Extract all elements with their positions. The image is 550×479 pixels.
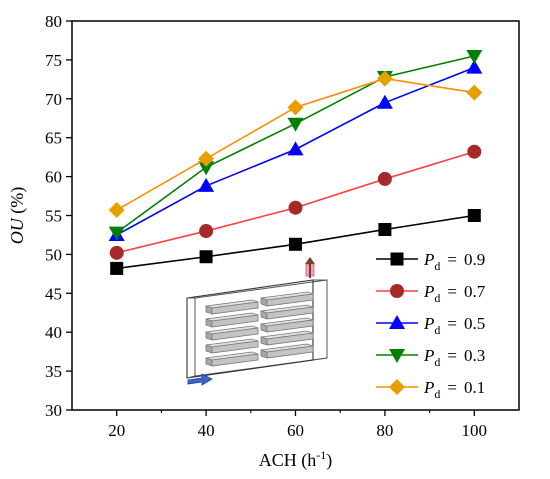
inlet-arrow [187,373,213,386]
x-axis: 20 40 60 80 100 [108,410,487,440]
shelf [260,317,314,333]
series-layer [108,50,483,275]
room-edge [312,357,328,361]
data-point-triangle-up [376,94,393,109]
y-tick-label: 65 [45,129,62,148]
data-point-square [110,261,124,275]
series-pd-0-5 [108,59,483,241]
legend-marker-diamond [389,379,405,395]
data-point-triangle-up [287,141,304,156]
legend-marker-circle [390,284,404,298]
x-tick-label: 100 [462,421,488,440]
data-point-diamond [466,84,483,101]
legend: Pd = 0.9 Pd = 0.7 Pd = 0.5 Pd = 0.3 Pd = 0.1 [376,250,486,401]
y-tick-label: 55 [45,207,62,226]
shelf [205,312,259,328]
x-tick-label: 20 [108,421,125,440]
outlet-arrow-head [305,257,315,264]
x-axis-title: ACH (h-1) [259,448,333,471]
legend-label: Pd = 0.9 [423,250,485,273]
data-point-diamond [376,70,393,87]
y-tick-label: 40 [45,323,62,342]
data-point-diamond [198,150,215,167]
data-point-circle [377,171,392,186]
shelf [205,351,259,367]
data-point-diamond [287,99,304,116]
legend-entry: Pd = 0.5 [376,314,485,337]
y-tick-label: 80 [45,12,62,31]
y-tick-label: 35 [45,362,62,381]
y-axis-title: OU (%) [7,187,28,244]
x-tick-label: 60 [287,421,304,440]
data-point-square [199,250,213,264]
series-pd-0-9 [110,209,481,275]
data-point-triangle-up [466,59,483,74]
data-point-circle [288,200,303,215]
data-point-triangle-down [466,50,483,65]
y-axis: 30 35 40 45 50 55 60 65 70 75 80 [45,12,72,420]
legend-label: Pd = 0.1 [423,378,485,401]
data-point-triangle-down [108,226,125,241]
shelf [205,338,259,354]
shelf [260,291,314,307]
shelf [205,325,259,341]
data-point-circle [467,144,482,159]
x-tick-label: 80 [376,421,393,440]
legend-entry: Pd = 0.7 [376,282,486,305]
y-tick-label: 50 [45,245,62,264]
legend-label: Pd = 0.3 [423,346,485,369]
room-schematic-inset [186,257,328,386]
legend-entry: Pd = 0.3 [376,346,485,369]
shelf [260,304,314,320]
legend-marker-triangle-up [389,315,405,329]
data-point-circle [199,224,214,239]
series-pd-0-3 [108,50,483,241]
y-tick-label: 75 [45,51,62,70]
room-edge [186,375,196,379]
legend-label: Pd = 0.5 [423,314,485,337]
shelf [205,299,259,315]
data-point-square [378,223,392,237]
legend-marker-triangle-down [389,349,405,363]
data-point-triangle-up [198,177,215,192]
y-tick-label: 30 [45,401,62,420]
legend-marker-square [390,252,404,266]
data-point-square [289,237,302,251]
shelf [260,343,314,359]
legend-entry: Pd = 0.1 [376,378,485,401]
data-point-triangle-down [287,117,304,132]
series-pd-0-1 [108,70,483,219]
legend-entry: Pd = 0.9 [376,250,485,273]
legend-label: Pd = 0.7 [423,282,486,305]
y-tick-label: 70 [45,90,62,109]
data-point-diamond [108,202,125,219]
y-tick-label: 60 [45,168,62,187]
y-tick-label: 45 [45,284,62,303]
data-point-circle [109,245,124,260]
data-point-triangle-down [198,161,215,176]
shelf [260,330,314,346]
series-pd-0-7 [109,144,482,260]
x-tick-label: 40 [198,421,215,440]
data-point-square [467,209,481,222]
